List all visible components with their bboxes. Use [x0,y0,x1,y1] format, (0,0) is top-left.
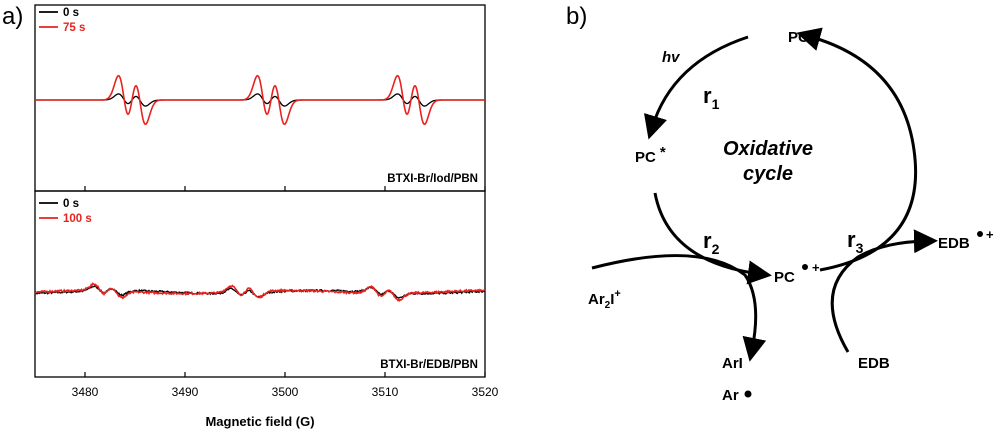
radical-dot-ar [744,390,752,398]
label-ari: ArI [722,355,743,372]
cycle-title-line1: Oxidative [723,138,813,160]
panel-label-b: b) [566,3,587,30]
plus-edb: + [986,227,994,242]
oxidative-cycle-scheme: PC hv r1 PC * Oxidative cycle r2 r3 PC + … [588,27,994,404]
arrow-r3 [796,27,918,272]
x-tick-label: 3490 [172,385,199,399]
x-tick-label: 3480 [72,385,99,399]
label-edb-radical-cation: EDB [938,235,970,252]
legend-label-75s: 75 s [63,22,85,34]
series-line-100s [34,282,486,302]
label-r1: r1 [703,83,720,112]
arrow-ar2i [591,254,767,362]
radical-dot-pc [802,264,808,270]
label-edb: EDB [858,355,890,372]
top-panel-series [35,74,485,126]
x-tick-label: 3510 [372,385,399,399]
x-axis-label: Magnetic field (G) [205,414,314,429]
label-pc-top: PC [788,29,809,46]
legend-label-0s-top: 0 s [63,7,79,19]
cycle-title-line2: cycle [743,163,793,185]
radical-dot-edb [977,231,983,237]
arrow-edb [830,229,938,353]
plus-pc: + [812,260,820,275]
bottom-panel-series [34,282,486,302]
label-pc-radical-cation: PC [774,269,795,286]
label-ar2i-plus: Ar2I+ [588,288,621,311]
arrow-r1 [644,35,749,140]
panel-label-a: a) [2,3,23,30]
bottom-panel-frame [34,190,486,378]
legend-label-0s-bottom: 0 s [63,198,79,210]
label-hv: hv [662,49,681,66]
legend-label-100s: 100 s [63,213,92,225]
sample-label-top: BTXI-Br/Iod/PBN [387,173,478,185]
label-r3: r3 [847,227,864,256]
sample-label-bottom: BTXI-Br/EDB/PBN [380,359,478,371]
x-tick-label: 3520 [472,385,499,399]
bottom-legend: 0 s 100 s [39,198,92,225]
top-legend: 0 s 75 s [39,7,85,34]
x-axis-ticks: 3480 3490 3500 3510 3520 [72,186,499,399]
label-r2: r2 [703,228,720,257]
label-ar-radical: Ar [722,387,739,404]
label-pc-excited: PC * [635,144,666,166]
series-line-75s [35,74,485,126]
x-tick-label: 3500 [272,385,299,399]
